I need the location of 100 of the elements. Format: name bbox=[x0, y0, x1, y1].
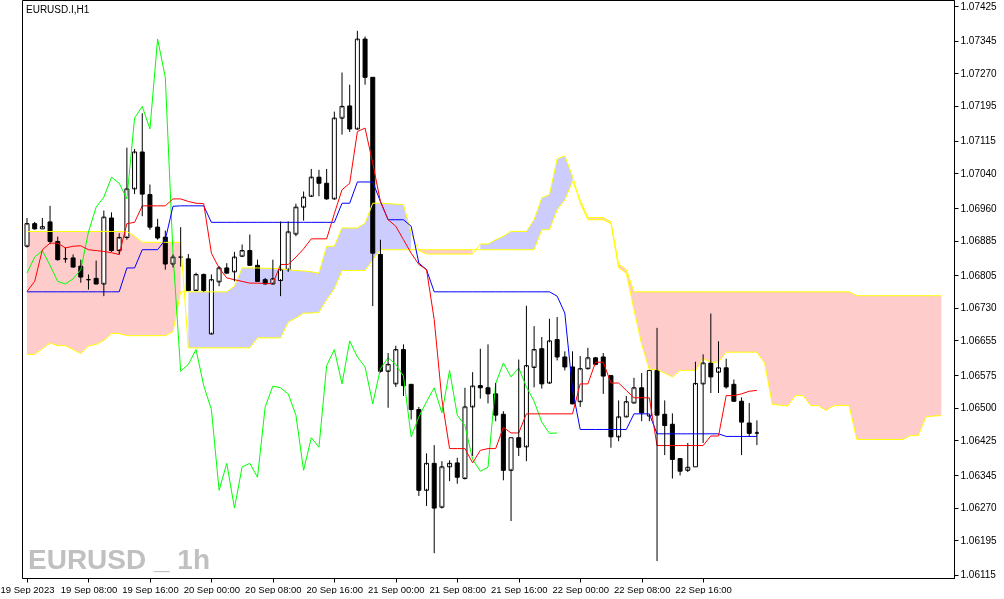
candlestick bbox=[546, 318, 552, 385]
candlestick bbox=[554, 316, 560, 361]
candlestick bbox=[393, 345, 399, 388]
candlestick bbox=[162, 230, 168, 271]
y-tick-label: 1.07195 bbox=[960, 100, 998, 112]
candlestick bbox=[416, 406, 422, 497]
y-tick-label: 1.07345 bbox=[960, 35, 998, 47]
x-tick-label: 22 Sep 00:00 bbox=[552, 583, 609, 595]
candlestick bbox=[731, 379, 737, 403]
y-tick-label: 1.06195 bbox=[960, 534, 998, 546]
chart-title: EURUSD.I,H1 bbox=[26, 4, 90, 15]
x-tick-label: 19 Sep 08:00 bbox=[60, 583, 118, 595]
candlestick bbox=[500, 410, 506, 481]
y-tick-label: 1.06270 bbox=[960, 502, 998, 514]
y-tick-label: 1.06500 bbox=[960, 402, 998, 414]
x-tick-label: 21 Sep 08:00 bbox=[429, 583, 487, 595]
candlestick bbox=[193, 272, 199, 292]
y-tick-label: 1.06885 bbox=[960, 235, 998, 247]
candlestick bbox=[523, 305, 529, 462]
y-tick-label: 1.07115 bbox=[960, 135, 997, 147]
candlestick bbox=[508, 437, 514, 522]
x-tick-label: 20 Sep 16:00 bbox=[306, 583, 364, 595]
candlestick bbox=[669, 412, 675, 480]
candlestick bbox=[470, 371, 476, 457]
x-tick-label: 21 Sep 16:00 bbox=[490, 583, 548, 595]
candlestick bbox=[301, 191, 307, 222]
candlestick bbox=[562, 350, 568, 371]
y-tick-label: 1.06575 bbox=[960, 369, 998, 381]
candlestick bbox=[239, 243, 245, 258]
candlestick bbox=[331, 111, 337, 201]
y-tick-label: 1.07425 bbox=[960, 0, 998, 12]
candlestick bbox=[631, 377, 637, 404]
candlestick bbox=[354, 30, 360, 131]
y-tick-label: 1.06960 bbox=[960, 202, 998, 214]
candlestick bbox=[677, 458, 683, 477]
candlestick bbox=[208, 273, 214, 335]
y-tick-label: 1.06425 bbox=[960, 434, 998, 446]
candlestick bbox=[147, 184, 153, 231]
candlestick bbox=[293, 203, 299, 237]
candlestick bbox=[700, 353, 706, 444]
y-tick-label: 1.06115 bbox=[960, 569, 997, 581]
candlestick bbox=[231, 251, 237, 282]
candlestick bbox=[377, 239, 383, 374]
x-tick-label: 22 Sep 16:00 bbox=[675, 583, 732, 595]
candlestick bbox=[539, 336, 545, 390]
candlestick bbox=[723, 358, 729, 390]
candlestick bbox=[47, 205, 53, 245]
y-tick-label: 1.06730 bbox=[960, 302, 998, 314]
candlestick bbox=[424, 452, 430, 507]
candlestick bbox=[716, 340, 721, 394]
candlestick bbox=[639, 372, 645, 422]
y-tick-label: 1.06655 bbox=[960, 334, 998, 346]
candlestick bbox=[662, 399, 668, 456]
candlestick bbox=[439, 460, 445, 510]
x-tick-label: 20 Sep 08:00 bbox=[245, 583, 302, 595]
candlestick bbox=[216, 265, 222, 287]
x-tick-label: 19 Sep 2023 bbox=[0, 583, 55, 595]
candlestick bbox=[408, 383, 414, 420]
candlestick bbox=[285, 220, 291, 273]
y-tick-label: 1.07040 bbox=[960, 167, 998, 179]
candlestick bbox=[39, 217, 45, 230]
y-tick-label: 1.06345 bbox=[960, 469, 998, 481]
candlestick bbox=[708, 313, 714, 394]
candlestick bbox=[247, 234, 253, 267]
candlestick bbox=[278, 220, 284, 297]
line-series bbox=[26, 155, 942, 440]
candlestick bbox=[739, 396, 745, 456]
candlestick bbox=[692, 361, 698, 468]
candlestick bbox=[585, 347, 591, 371]
candlestick bbox=[531, 325, 537, 388]
candlestick bbox=[139, 112, 145, 217]
candlestick bbox=[70, 253, 76, 268]
candlestick bbox=[462, 387, 468, 480]
candlestick bbox=[362, 35, 368, 86]
x-tick-label: 20 Sep 00:00 bbox=[183, 583, 241, 595]
line-series bbox=[26, 181, 758, 437]
candlestick bbox=[370, 76, 376, 307]
candlestick bbox=[385, 352, 391, 409]
x-tick-label: 19 Sep 16:00 bbox=[122, 583, 179, 595]
x-tick-label: 21 Sep 00:00 bbox=[368, 583, 425, 595]
candlestick bbox=[55, 236, 61, 262]
line-series bbox=[26, 38, 558, 509]
candlestick bbox=[339, 72, 345, 136]
candlestick bbox=[485, 343, 491, 404]
candlestick bbox=[654, 327, 660, 562]
candlestick bbox=[347, 84, 353, 133]
candlestick bbox=[616, 399, 622, 442]
candlestick bbox=[431, 444, 437, 554]
candlestick bbox=[308, 168, 314, 198]
x-tick-label: 22 Sep 08:00 bbox=[613, 583, 671, 595]
candlestick bbox=[608, 375, 614, 449]
annotation: EURUSD _ 1h bbox=[28, 544, 211, 575]
candlestick bbox=[109, 211, 115, 253]
candlestick bbox=[746, 402, 752, 438]
candlestick bbox=[155, 218, 161, 241]
y-tick-label: 1.07270 bbox=[960, 67, 998, 79]
y-tick-label: 1.06805 bbox=[960, 269, 998, 281]
candlestick bbox=[101, 210, 107, 297]
candlestick bbox=[623, 395, 629, 418]
candlestick bbox=[185, 253, 191, 292]
